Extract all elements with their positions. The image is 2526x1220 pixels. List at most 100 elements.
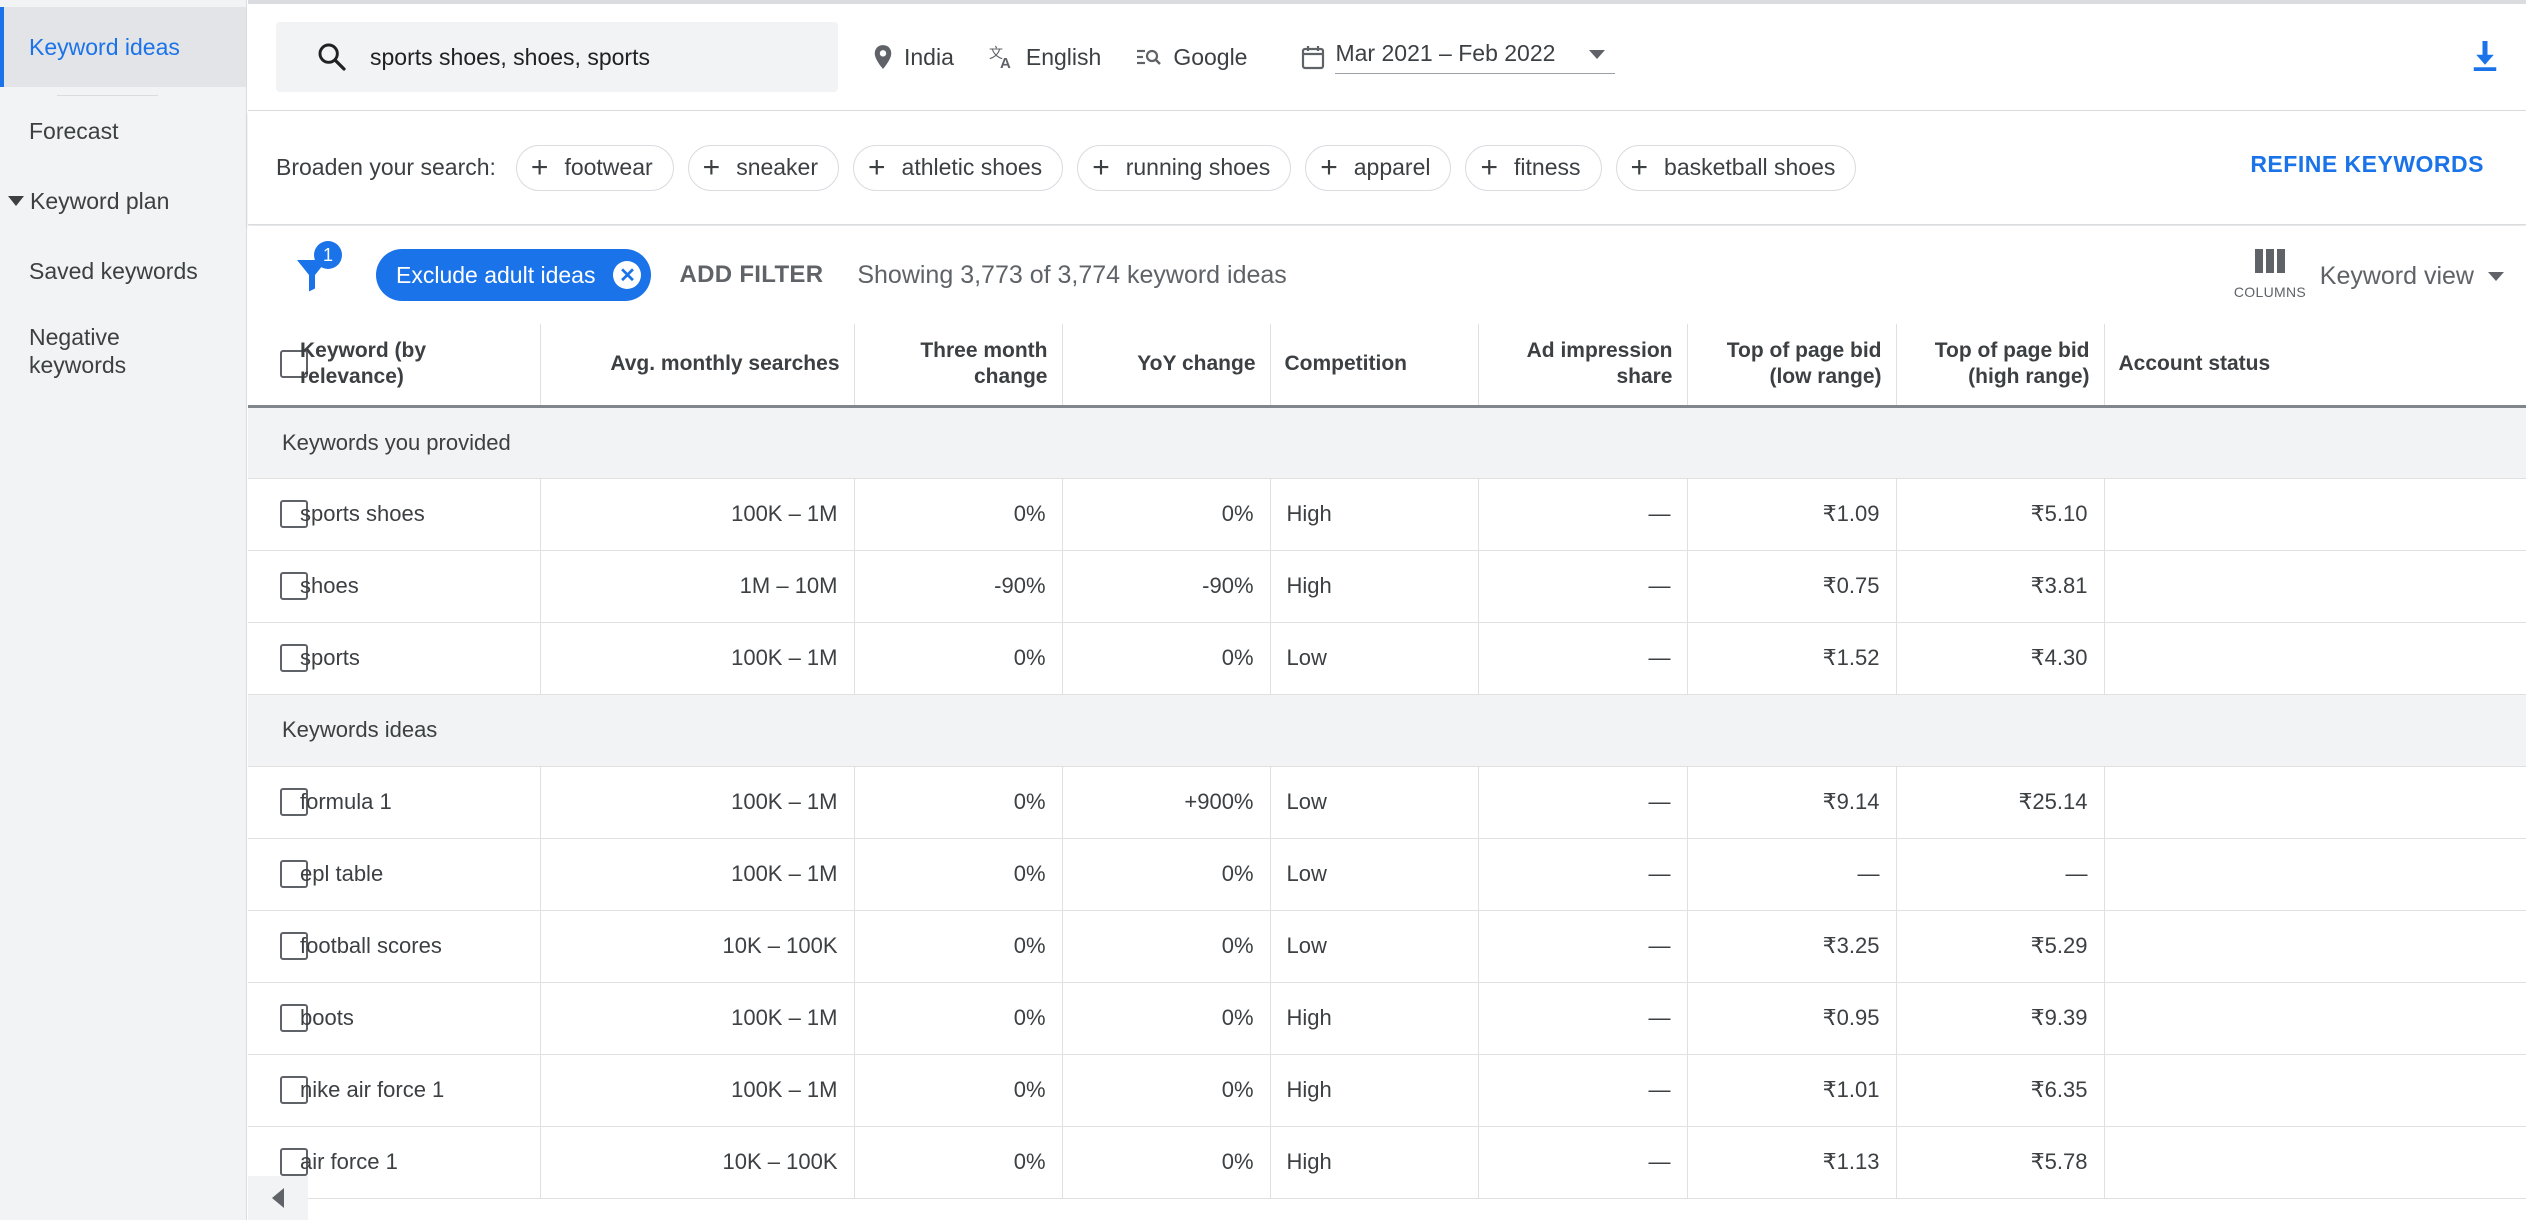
yoy-change-cell: 0% <box>1062 910 1271 983</box>
competition-cell: Low <box>1270 622 1479 695</box>
table-row[interactable]: sports shoes 100K – 1M 0% 0% High — ₹1.09 ₹5.10 <box>248 478 2526 551</box>
table-row[interactable]: football scores 10K – 100K 0% 0% Low — ₹3.25 ₹5… <box>248 910 2526 983</box>
refine-keywords-button[interactable]: REFINE KEYWORDS <box>2250 151 2484 177</box>
language-label: English <box>1025 43 1102 70</box>
competition-cell: High <box>1270 982 1479 1055</box>
columns-icon <box>2254 249 2285 273</box>
bid-low-cell: ₹0.75 <box>1687 550 1897 623</box>
broaden-chip-apparel[interactable]: + apparel <box>1305 144 1452 191</box>
avg-searches-cell: 1M – 10M <box>540 550 855 623</box>
table-row[interactable]: nike air force 1 100K – 1M 0% 0% High — ₹1.01 ₹… <box>248 1054 2526 1127</box>
network-selector[interactable]: Google <box>1135 44 1247 71</box>
filter-button[interactable]: 1 <box>294 241 342 295</box>
yoy-change-cell: -90% <box>1062 550 1271 623</box>
remove-filter-icon[interactable]: ✕ <box>613 261 642 289</box>
broaden-chip-fitness[interactable]: + fitness <box>1465 144 1602 191</box>
translate-icon: 文A <box>989 45 1011 70</box>
search-box[interactable] <box>276 22 838 92</box>
broaden-chip-footwear[interactable]: + footwear <box>515 144 674 191</box>
header-bid-low[interactable]: Top of page bid (low range) <box>1687 324 1897 408</box>
three-month-change-cell: 0% <box>854 838 1063 911</box>
sidebar-item-label: Keyword ideas <box>29 33 180 60</box>
dropdown-arrow-icon <box>2488 272 2504 281</box>
ad-impression-share-cell: — <box>1478 910 1688 983</box>
broaden-chip-basketball-shoes[interactable]: + basketball shoes <box>1615 144 1857 191</box>
header-ad-impression-share[interactable]: Ad impression share <box>1478 324 1688 408</box>
funnel-icon <box>297 260 327 292</box>
row-checkbox-cell <box>248 838 308 911</box>
sidebar-item-keyword-plan[interactable]: Keyword plan <box>0 166 246 236</box>
svg-text:文: 文 <box>989 45 1003 61</box>
account-status-cell <box>2104 550 2526 623</box>
plus-icon: + <box>1320 150 1338 184</box>
group-label: Keywords you provided <box>248 406 2526 479</box>
competition-cell: High <box>1270 550 1479 623</box>
add-filter-button[interactable]: ADD FILTER <box>679 261 824 288</box>
plus-icon: + <box>1480 150 1499 184</box>
header-bid-high[interactable]: Top of page bid (high range) <box>1896 324 2105 408</box>
broaden-chip-sneaker[interactable]: + sneaker <box>687 144 840 191</box>
header-competition[interactable]: Competition <box>1270 324 1479 408</box>
date-range-selector[interactable]: Mar 2021 – Feb 2022 <box>1301 40 1616 74</box>
keyword-cell: air force 1 <box>300 1126 541 1199</box>
header-three-month-change[interactable]: Three month change <box>854 324 1063 408</box>
account-status-cell <box>2104 478 2526 551</box>
three-month-change-cell: 0% <box>854 1126 1063 1199</box>
account-status-cell <box>2104 1054 2526 1127</box>
date-range-label: Mar 2021 – Feb 2022 <box>1335 40 1556 66</box>
chip-label: basketball shoes <box>1664 154 1836 180</box>
select-all-cell <box>248 324 308 408</box>
columns-label: COLUMNS <box>2233 284 2306 300</box>
scroll-left-button[interactable] <box>248 1176 308 1220</box>
group-label: Keywords ideas <box>248 694 2526 767</box>
keyword-cell: boots <box>300 982 541 1055</box>
bid-low-cell: — <box>1687 838 1897 911</box>
header-yoy-change[interactable]: YoY change <box>1062 324 1271 408</box>
account-status-cell <box>2104 982 2526 1055</box>
sidebar-item-label: Keyword plan <box>30 187 170 214</box>
header-account-status[interactable]: Account status <box>2104 324 2526 408</box>
sidebar-divider <box>57 95 158 96</box>
header-avg-monthly-searches[interactable]: Avg. monthly searches <box>540 324 855 408</box>
sidebar-item-keyword-ideas[interactable]: Keyword ideas <box>0 7 246 87</box>
group-row-provided: Keywords you provided <box>248 406 2526 479</box>
download-button[interactable] <box>2470 38 2500 79</box>
competition-cell: High <box>1270 1054 1479 1127</box>
broaden-chip-running-shoes[interactable]: + running shoes <box>1077 144 1292 191</box>
avg-searches-cell: 10K – 100K <box>540 910 855 983</box>
three-month-change-cell: 0% <box>854 766 1063 839</box>
bid-high-cell: — <box>1896 838 2105 911</box>
header-keyword[interactable]: Keyword (by relevance) <box>300 324 541 408</box>
columns-button[interactable]: COLUMNS <box>2234 248 2306 300</box>
sidebar-item-negative-keywords[interactable]: Negative keywords <box>0 306 246 396</box>
keyword-view-selector[interactable]: Keyword view <box>2320 262 2504 291</box>
row-checkbox-cell <box>248 622 308 695</box>
table-row[interactable]: air force 1 10K – 100K 0% 0% High — ₹1.13 ₹5.78 <box>248 1126 2526 1199</box>
broaden-chip-athletic-shoes[interactable]: + athletic shoes <box>853 144 1064 191</box>
table-row[interactable]: shoes 1M – 10M -90% -90% High — ₹0.75 ₹3.81 <box>248 550 2526 623</box>
bid-low-cell: ₹0.95 <box>1687 982 1897 1055</box>
chip-label: sneaker <box>736 154 819 180</box>
competition-cell: High <box>1270 1126 1479 1199</box>
table-row[interactable]: sports 100K – 1M 0% 0% Low — ₹1.52 ₹4.30 <box>248 622 2526 695</box>
yoy-change-cell: 0% <box>1062 1054 1271 1127</box>
bid-low-cell: ₹1.52 <box>1687 622 1897 695</box>
filter-count-badge: 1 <box>314 241 342 269</box>
bid-high-cell: ₹25.14 <box>1896 766 2105 839</box>
date-range-field[interactable]: Mar 2021 – Feb 2022 <box>1335 40 1616 74</box>
table-row[interactable]: epl table 100K – 1M 0% 0% Low — — — <box>248 838 2526 911</box>
location-selector[interactable]: India <box>872 44 954 71</box>
avg-searches-cell: 100K – 1M <box>540 982 855 1055</box>
table-row[interactable]: boots 100K – 1M 0% 0% High — ₹0.95 ₹9.39 <box>248 982 2526 1055</box>
three-month-change-cell: 0% <box>854 478 1063 551</box>
table-row[interactable]: formula 1 100K – 1M 0% +900% Low — ₹9.14 ₹25.14 <box>248 766 2526 839</box>
keyword-cell: nike air force 1 <box>300 1054 541 1127</box>
three-month-change-cell: 0% <box>854 982 1063 1055</box>
search-icon <box>318 43 346 71</box>
search-input[interactable] <box>370 43 810 71</box>
sidebar-item-forecast[interactable]: Forecast <box>0 96 246 166</box>
active-filter-chip[interactable]: Exclude adult ideas ✕ <box>376 249 652 301</box>
sidebar-item-saved-keywords[interactable]: Saved keywords <box>0 236 246 306</box>
table-header-row: Keyword (by relevance) Avg. monthly sear… <box>248 324 2526 408</box>
